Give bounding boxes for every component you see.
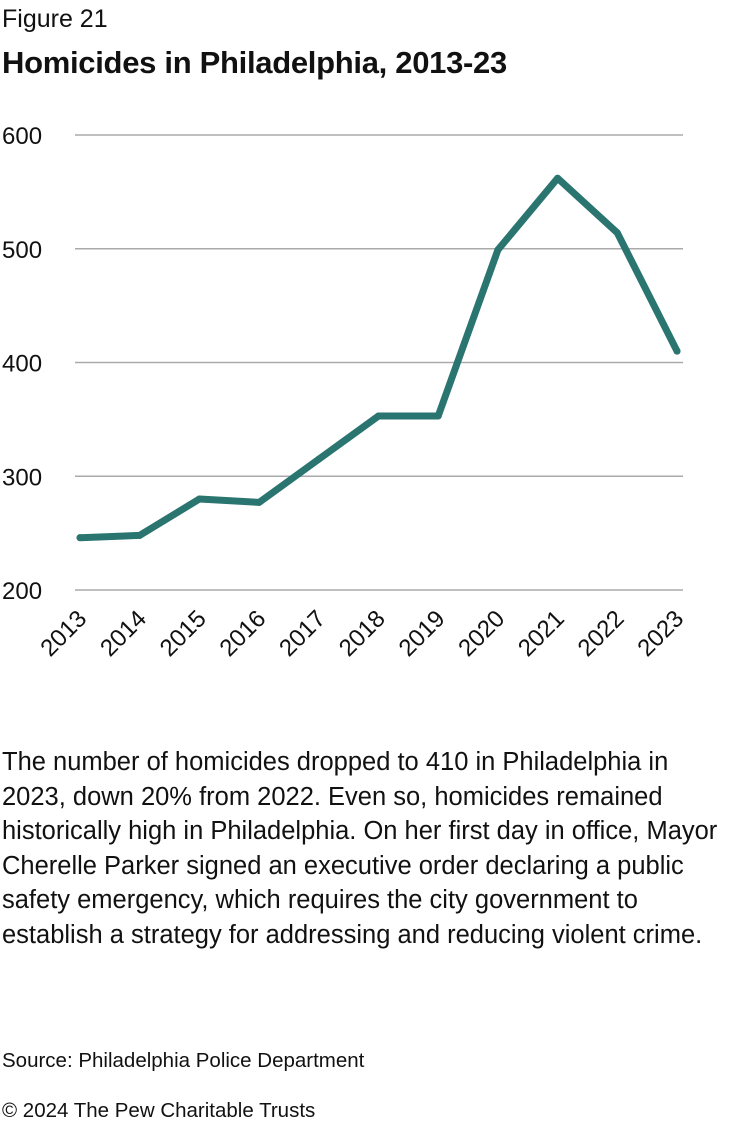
x-tick-label-2022: 2022: [573, 605, 630, 662]
chart-description: The number of homicides dropped to 410 i…: [2, 748, 718, 949]
copyright-note: © 2024 The Pew Charitable Trusts: [2, 1099, 316, 1122]
x-tick-label-2023: 2023: [632, 605, 689, 662]
data-point-2023: [673, 347, 681, 355]
y-axis-tick-labels: 200 300 400 500 600: [2, 123, 42, 605]
x-tick-label-2014: 2014: [95, 605, 152, 662]
data-point-2016: [255, 498, 263, 506]
x-tick-label-2021: 2021: [513, 605, 570, 662]
chart-title: Homicides in Philadelphia, 2013-23: [2, 45, 507, 80]
data-point-2019: [434, 412, 442, 420]
data-point-2020: [494, 246, 502, 254]
x-tick-label-2013: 2013: [35, 605, 92, 662]
x-tick-label-2018: 2018: [334, 605, 391, 662]
y-tick-label-500: 500: [2, 237, 42, 264]
series-layer: [76, 174, 681, 542]
data-point-2017: [315, 455, 323, 463]
y-tick-label-300: 300: [2, 464, 42, 491]
x-tick-label-2017: 2017: [274, 605, 331, 662]
y-tick-label-400: 400: [2, 351, 42, 378]
y-tick-label-600: 600: [2, 123, 42, 150]
gridlines: [75, 134, 683, 591]
data-point-2018: [375, 412, 382, 420]
x-tick-label-2015: 2015: [155, 605, 212, 662]
data-point-2014: [136, 531, 144, 539]
homicides-line-chart: 200 300 400 500 600 2013 2014 2015 2016 2017 2018…: [2, 123, 689, 662]
data-point-2015: [195, 495, 203, 503]
series-line-0: [76, 174, 681, 542]
x-tick-label-2020: 2020: [453, 605, 510, 662]
y-tick-label-200: 200: [2, 578, 42, 605]
x-tick-label-2019: 2019: [394, 605, 451, 662]
x-axis-tick-labels: 2013 2014 2015 2016 2017 2018 2019 2020 2021 2022…: [35, 605, 689, 662]
data-point-2013: [76, 534, 84, 542]
source-note: Source: Philadelphia Police Department: [2, 1049, 365, 1072]
data-point-2022: [613, 229, 621, 237]
data-point-2021: [554, 174, 562, 182]
x-tick-label-2016: 2016: [214, 605, 271, 662]
figure-label: Figure 21: [2, 5, 108, 33]
